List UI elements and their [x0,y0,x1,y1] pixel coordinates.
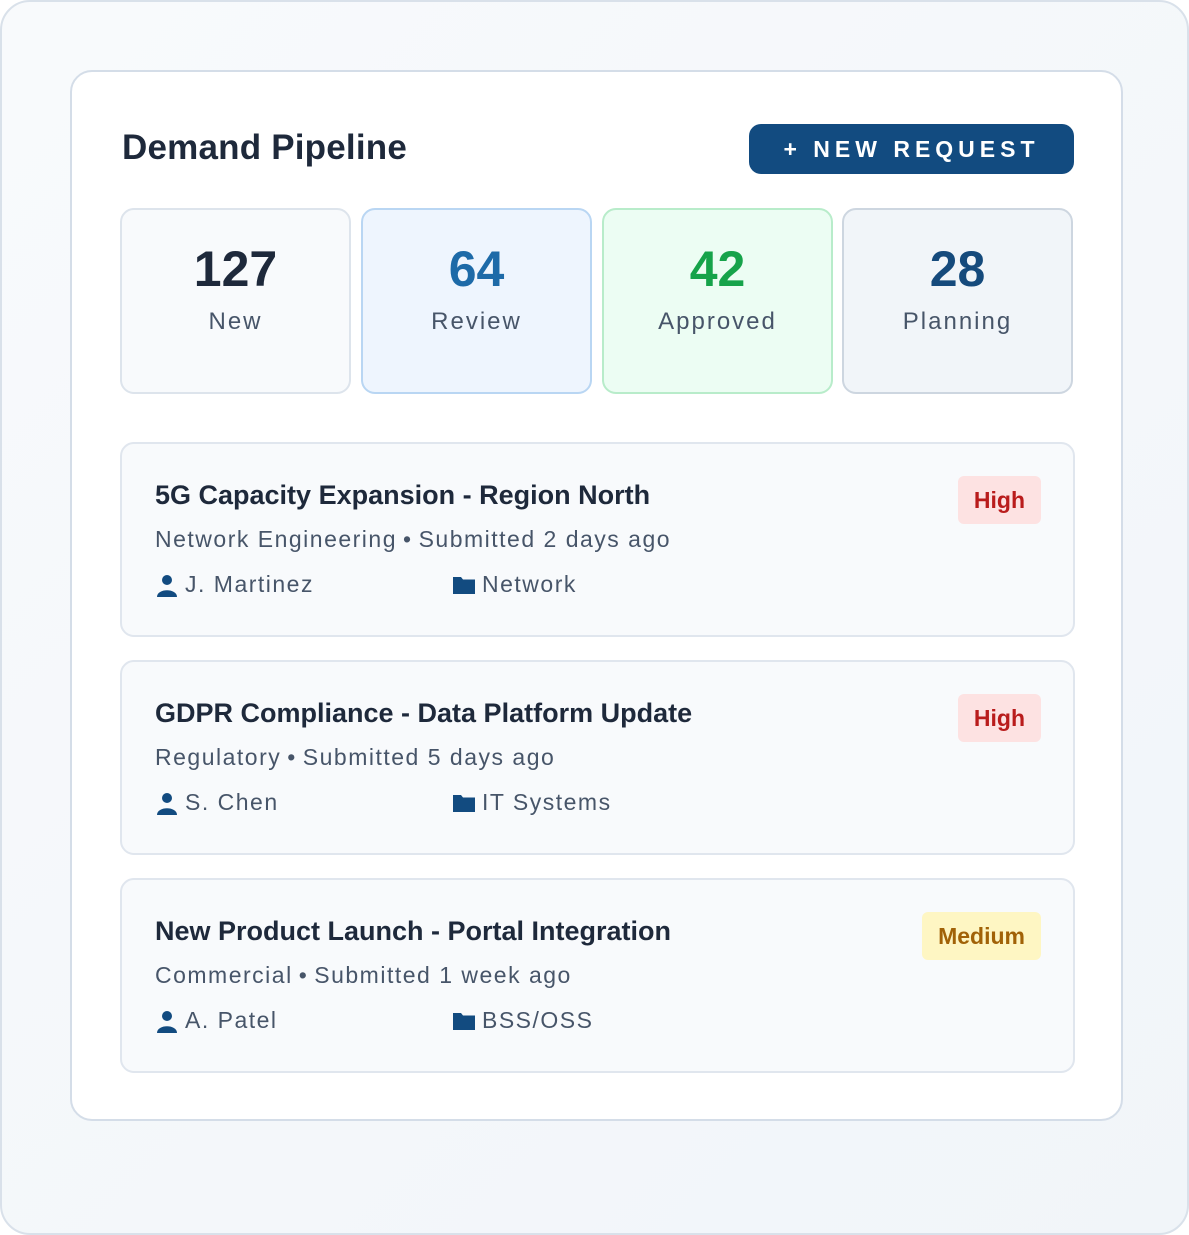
meta-separator: • [298,962,309,988]
demand-pipeline-card: Demand Pipeline + NEW REQUEST 127 New 64… [70,70,1123,1121]
owner-name: A. Patel [185,1007,278,1033]
request-submitted: Submitted 5 days ago [302,744,556,770]
category-name: BSS/OSS [482,1007,594,1033]
stat-value: 127 [193,241,278,297]
stat-label: Review [431,308,522,335]
request-card[interactable]: New Product Launch - Portal Integration … [120,878,1075,1073]
request-department: Commercial [155,962,293,988]
stat-label: Approved [658,308,777,335]
user-icon [157,574,177,597]
request-category: Network [452,571,577,598]
stat-card-review[interactable]: 64 Review [361,208,592,394]
request-card[interactable]: GDPR Compliance - Data Platform Update R… [120,660,1075,855]
user-icon [157,1010,177,1033]
stat-value: 64 [448,241,505,297]
request-title: New Product Launch - Portal Integration [155,916,672,946]
page-title: Demand Pipeline [122,128,408,167]
category-name: Network [482,571,577,597]
new-request-button[interactable]: + NEW REQUEST [749,124,1074,174]
priority-badge: High [957,476,1041,524]
folder-icon [453,576,475,594]
stat-card-approved[interactable]: 42 Approved [602,208,833,394]
meta-separator: • [403,526,413,552]
stat-label: New [208,308,263,335]
stat-card-planning[interactable]: 28 Planning [842,208,1073,394]
owner-name: S. Chen [185,789,279,815]
request-meta: Regulatory • Submitted 5 days ago [155,744,555,771]
category-name: IT Systems [482,789,612,815]
meta-separator: • [287,744,297,770]
request-department: Regulatory [155,744,282,770]
stat-value: 28 [929,241,986,297]
request-owner: A. Patel [155,1007,278,1034]
request-owner: J. Martinez [155,571,314,598]
request-category: IT Systems [452,789,612,816]
stat-label: Planning [902,308,1013,335]
folder-icon [453,1012,475,1030]
stats-row: 127 New 64 Review 42 Approved 28 Plannin… [120,208,1075,394]
request-category: BSS/OSS [452,1007,593,1034]
request-submitted: Submitted 1 week ago [314,962,572,988]
folder-icon [453,794,475,812]
request-card[interactable]: 5G Capacity Expansion - Region North Net… [120,442,1075,637]
owner-name: J. Martinez [185,571,314,597]
user-icon [157,792,177,815]
stat-value: 42 [689,241,746,297]
request-title: 5G Capacity Expansion - Region North [155,480,651,510]
priority-badge: High [957,694,1041,742]
request-department: Network Engineering [155,526,398,552]
request-submitted: Submitted 2 days ago [418,526,672,552]
request-meta: Network Engineering • Submitted 2 days ago [155,526,671,553]
priority-badge: Medium [922,912,1041,960]
stat-card-new[interactable]: 127 New [120,208,351,394]
request-owner: S. Chen [155,789,279,816]
request-meta: Commercial • Submitted 1 week ago [155,962,572,989]
request-title: GDPR Compliance - Data Platform Update [155,698,693,728]
